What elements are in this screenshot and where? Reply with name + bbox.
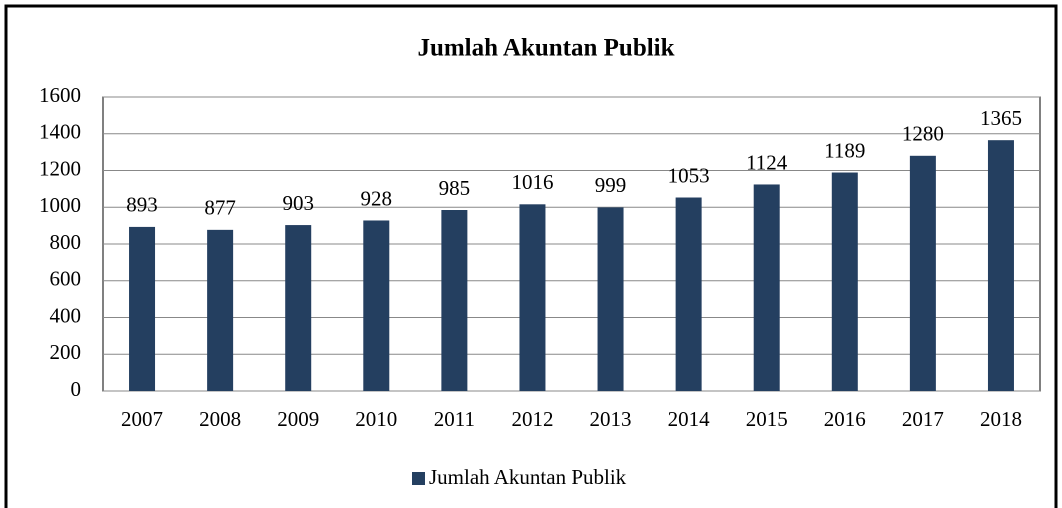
bar xyxy=(285,225,312,391)
x-tick-label: 2017 xyxy=(902,407,944,431)
y-tick-label: 1400 xyxy=(39,120,81,144)
bar xyxy=(207,229,234,391)
x-tick-label: 2018 xyxy=(980,407,1022,431)
bar xyxy=(909,155,936,391)
x-tick-label: 2013 xyxy=(590,407,632,431)
y-tick-label: 1000 xyxy=(39,193,81,217)
bar xyxy=(441,210,468,391)
y-tick-label: 0 xyxy=(71,377,82,401)
data-label: 903 xyxy=(282,191,314,215)
x-tick-label: 2016 xyxy=(824,407,866,431)
bar xyxy=(519,204,546,391)
bar xyxy=(987,140,1014,391)
bar xyxy=(753,184,780,391)
y-tick-label: 600 xyxy=(50,267,82,291)
data-label: 928 xyxy=(361,186,393,210)
x-tick-label: 2011 xyxy=(434,407,475,431)
data-label: 1280 xyxy=(902,122,944,146)
y-tick-label: 1200 xyxy=(39,156,81,180)
y-tick-label: 1600 xyxy=(39,83,81,107)
x-tick-label: 2015 xyxy=(746,407,788,431)
y-tick-label: 400 xyxy=(50,303,82,327)
data-label: 1365 xyxy=(980,106,1022,130)
data-label: 1016 xyxy=(511,170,553,194)
legend-label: Jumlah Akuntan Publik xyxy=(429,465,627,489)
legend-swatch xyxy=(412,472,425,485)
data-label: 1124 xyxy=(746,150,788,174)
x-tick-label: 2007 xyxy=(121,407,163,431)
x-tick-label: 2009 xyxy=(277,407,319,431)
x-tick-label: 2014 xyxy=(668,407,711,431)
data-label: 999 xyxy=(595,173,627,197)
data-label: 877 xyxy=(204,196,236,220)
y-tick-label: 200 xyxy=(50,340,82,364)
chart-title: Jumlah Akuntan Publik xyxy=(417,35,674,62)
x-tick-label: 2008 xyxy=(199,407,241,431)
bar xyxy=(597,207,624,391)
data-label: 1189 xyxy=(824,138,865,162)
bar xyxy=(363,220,390,391)
x-tick-label: 2012 xyxy=(511,407,553,431)
bar xyxy=(129,226,156,391)
bar xyxy=(675,197,702,391)
y-tick-label: 800 xyxy=(50,230,82,254)
data-label: 985 xyxy=(439,176,471,200)
bar xyxy=(831,172,858,391)
x-tick-label: 2010 xyxy=(355,407,397,431)
data-label: 1053 xyxy=(668,163,710,187)
data-label: 893 xyxy=(126,193,158,217)
